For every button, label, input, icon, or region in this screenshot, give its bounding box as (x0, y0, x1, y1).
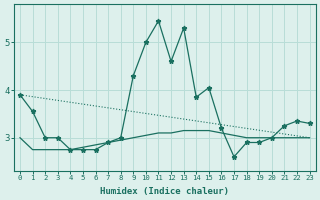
X-axis label: Humidex (Indice chaleur): Humidex (Indice chaleur) (100, 187, 229, 196)
